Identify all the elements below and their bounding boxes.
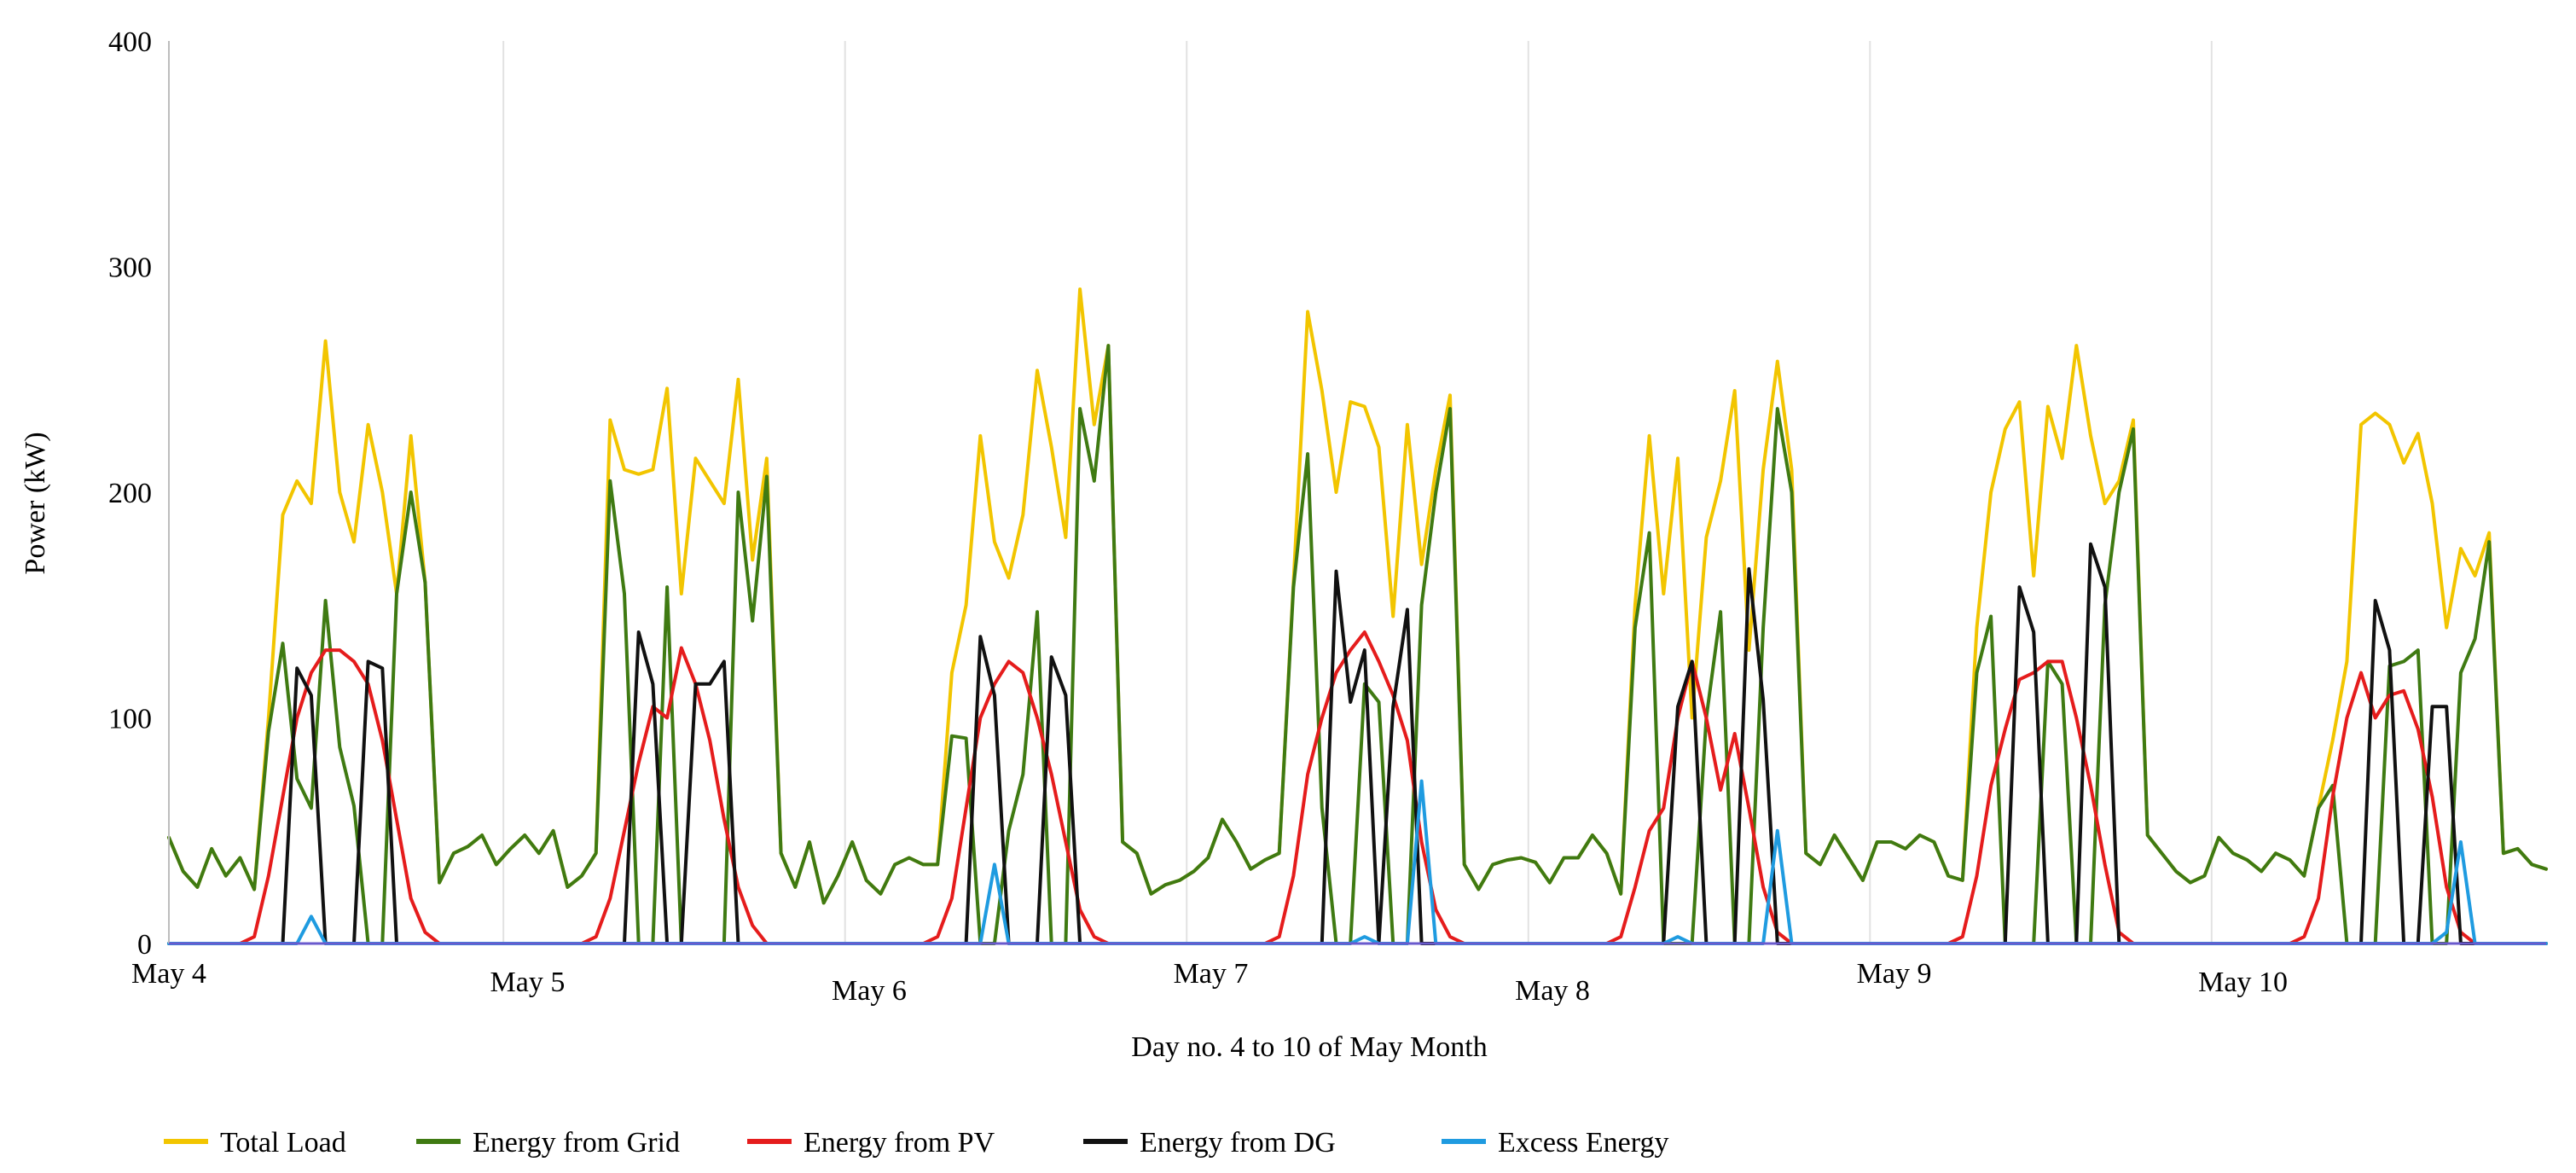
gridlines [502, 41, 2213, 944]
x-tick-label: May 7 [1174, 958, 1249, 990]
legend-label-energy-from-pv: Energy from PV [804, 1127, 995, 1158]
y-tick-label: 300 [108, 253, 152, 284]
x-tick-label: May 6 [832, 975, 907, 1007]
series-line-energy-from-grid [167, 344, 2548, 945]
y-tick-label: 400 [108, 26, 152, 58]
legend-label-total-load: Total Load [220, 1127, 346, 1158]
legend-label-energy-from-dg: Energy from DG [1140, 1127, 1336, 1158]
y-tick-label: 0 [137, 929, 152, 961]
x-tick-label: May 8 [1515, 975, 1590, 1007]
axes [168, 41, 2546, 945]
x-tick-label: May 4 [131, 958, 206, 990]
y-tick-label: 200 [108, 478, 152, 509]
y-tick-label: 100 [108, 704, 152, 735]
legend-label-energy-from-grid: Energy from Grid [473, 1127, 680, 1158]
y-tick-labels: 0 100 200 300 400 [108, 26, 152, 961]
x-axis-title: Day no. 4 to 10 of May Month [1131, 1031, 1487, 1063]
x-tick-label: May 9 [1857, 958, 1932, 990]
y-axis-title: Power (kW) [20, 432, 51, 574]
legend: Total Load Energy from Grid Energy from PV… [164, 1127, 1668, 1158]
x-tick-label: May 10 [2198, 967, 2288, 998]
series-lines [167, 287, 2548, 945]
x-tick-label: May 5 [490, 967, 566, 998]
legend-label-excess-energy: Excess Energy [1498, 1127, 1668, 1158]
x-tick-labels: May 4 May 5 May 6 May 7 May 8 May 9 May 10 [131, 958, 2288, 1007]
